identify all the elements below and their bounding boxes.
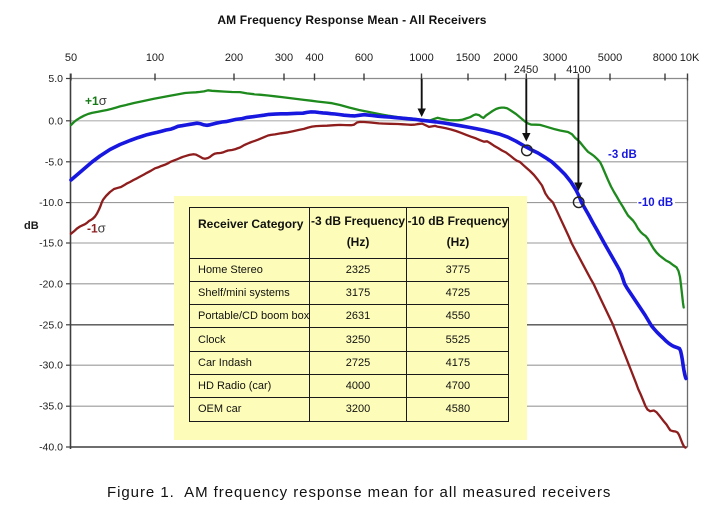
svg-text:3000: 3000 <box>543 52 567 64</box>
svg-text:-10.0: -10.0 <box>39 197 63 209</box>
svg-text:2450: 2450 <box>514 64 538 76</box>
svg-text:-35.0: -35.0 <box>39 401 63 413</box>
svg-text:8000: 8000 <box>653 52 677 64</box>
svg-text:600: 600 <box>355 52 373 64</box>
svg-text:-40.0: -40.0 <box>39 442 63 454</box>
svg-text:50: 50 <box>65 52 77 64</box>
svg-text:5.0: 5.0 <box>48 73 63 85</box>
svg-text:-15.0: -15.0 <box>39 238 63 250</box>
svg-text:-1σ: -1σ <box>87 221 106 236</box>
svg-text:-20.0: -20.0 <box>39 278 63 290</box>
svg-text:dB: dB <box>24 220 39 232</box>
svg-text:300: 300 <box>275 52 293 64</box>
svg-text:1000: 1000 <box>409 52 433 64</box>
svg-text:1500: 1500 <box>456 52 480 64</box>
svg-text:4100: 4100 <box>566 64 590 76</box>
svg-text:+1σ: +1σ <box>85 93 107 108</box>
svg-text:200: 200 <box>225 52 243 64</box>
svg-text:400: 400 <box>305 52 323 64</box>
svg-text:-25.0: -25.0 <box>39 319 63 331</box>
svg-text:-10 dB: -10 dB <box>638 197 673 209</box>
svg-text:2000: 2000 <box>493 52 517 64</box>
svg-text:-3 dB: -3 dB <box>608 149 637 161</box>
svg-text:5000: 5000 <box>598 52 622 64</box>
svg-text:100: 100 <box>146 52 164 64</box>
svg-text:10K: 10K <box>680 52 700 64</box>
svg-text:-5.0: -5.0 <box>45 156 63 168</box>
svg-text:-30.0: -30.0 <box>39 360 63 372</box>
svg-text:0.0: 0.0 <box>48 115 63 127</box>
